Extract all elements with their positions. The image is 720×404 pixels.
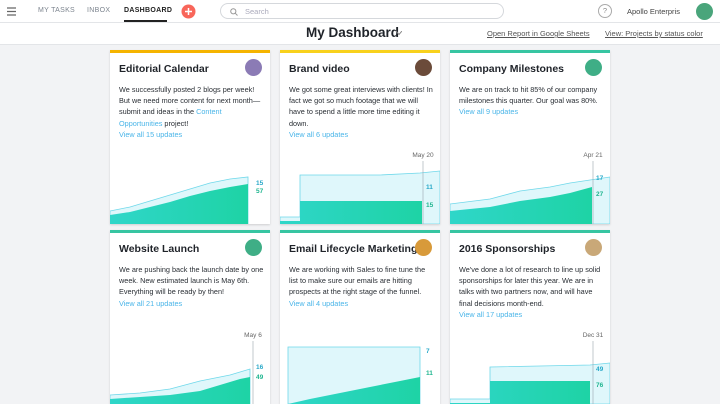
card-body: We are working with Sales to fine tune t…	[289, 264, 435, 309]
completed-area	[110, 184, 248, 224]
user-avatar[interactable]	[696, 3, 713, 20]
burnup-chart: 7 11	[287, 346, 433, 404]
count-label: 16	[256, 364, 264, 371]
nav-tab[interactable]: MY TASKS	[38, 7, 76, 14]
completed-area	[288, 377, 420, 404]
open-report-link[interactable]: Open Report in Google Sheets	[487, 29, 590, 38]
count-label: 49	[256, 374, 264, 381]
project-card[interactable]: Website Launch We are pushing back the la…	[110, 230, 270, 404]
card-title[interactable]: Company Milestones	[459, 63, 565, 75]
view-selector[interactable]: View: Projects by status color	[605, 29, 703, 38]
project-card[interactable]: Company Milestones We are on track to hit…	[450, 50, 610, 224]
card-body: We got some great interviews with client…	[289, 84, 435, 140]
status-text: project!	[162, 118, 189, 128]
menu-icon[interactable]	[7, 7, 16, 16]
project-card[interactable]: 2016 Sponsorships We've done a lot of res…	[450, 230, 610, 404]
count-label: 27	[596, 191, 604, 198]
date-label: Dec 31	[583, 332, 604, 339]
status-text: We are on track to hit 85% of our compan…	[459, 85, 598, 106]
card-body: We successfully posted 2 blogs per week!…	[119, 84, 265, 140]
burnup-chart: Apr 21 17 27	[450, 152, 610, 224]
add-button[interactable]	[181, 4, 196, 19]
search-placeholder: Search	[245, 7, 269, 16]
org-name[interactable]: Apollo Enterpris	[627, 7, 680, 16]
count-label: 11	[426, 370, 433, 377]
completed-area	[450, 187, 592, 224]
updates-link[interactable]: View all 21 updates	[119, 298, 183, 308]
status-text: We've done a lot of research to line up …	[459, 265, 601, 308]
nav-tab[interactable]: INBOX	[87, 7, 111, 14]
card-body: We are on track to hit 85% of our compan…	[459, 84, 605, 118]
date-label: May 6	[244, 332, 262, 339]
project-card[interactable]: Brand video We got some great interviews …	[280, 50, 440, 224]
count-label: 15	[256, 180, 264, 187]
count-label: 7	[426, 348, 430, 355]
count-label: 76	[596, 382, 604, 389]
owner-avatar	[245, 239, 262, 256]
count-label: 49	[596, 366, 604, 373]
status-text: We are pushing back the launch date by o…	[119, 265, 264, 297]
project-card[interactable]: Editorial Calendar We successfully posted…	[110, 50, 270, 224]
updates-link[interactable]: View all 17 updates	[459, 309, 523, 319]
card-title[interactable]: Editorial Calendar	[119, 63, 209, 75]
status-text: We successfully posted 2 blogs per week!…	[119, 85, 261, 117]
help-button[interactable]: ?	[598, 4, 612, 18]
top-bar: MY TASKS INBOX DASHBOARD Search ? Apollo…	[0, 0, 720, 23]
date-label: May 20	[412, 152, 434, 159]
status-text: We got some great interviews with client…	[289, 85, 433, 128]
completed-area	[110, 377, 250, 404]
owner-avatar	[245, 59, 262, 76]
card-body: We are pushing back the launch date by o…	[119, 264, 265, 309]
search-box[interactable]: Search	[220, 3, 504, 19]
owner-avatar	[585, 239, 602, 256]
updates-link[interactable]: View all 4 updates	[289, 298, 349, 308]
burnup-chart: Dec 31 49 76	[450, 332, 610, 404]
active-underline	[124, 20, 167, 22]
burnup-chart: May 6 16 49	[110, 332, 264, 404]
card-body: We've done a lot of research to line up …	[459, 264, 605, 320]
card-title[interactable]: Website Launch	[119, 243, 200, 255]
count-label: 15	[426, 202, 434, 209]
owner-avatar	[415, 59, 432, 76]
count-label: 11	[426, 184, 433, 191]
completed-area	[280, 201, 422, 224]
count-label: 57	[256, 188, 264, 195]
status-text: We are working with Sales to fine tune t…	[289, 265, 426, 297]
project-card[interactable]: Email Lifecycle Marketing We are working …	[280, 230, 440, 404]
updates-link[interactable]: View all 9 updates	[459, 107, 519, 117]
nav-tab[interactable]: DASHBOARD	[124, 7, 173, 14]
project-link[interactable]: Content Opportunities	[119, 107, 222, 128]
burnup-chart: May 20 11 15	[280, 152, 440, 224]
card-title[interactable]: 2016 Sponsorships	[459, 243, 556, 255]
title-caret[interactable]	[396, 31, 402, 36]
date-label: Apr 21	[583, 152, 603, 159]
card-title[interactable]: Brand video	[289, 63, 350, 75]
owner-avatar	[415, 239, 432, 256]
card-title[interactable]: Email Lifecycle Marketing	[289, 243, 418, 255]
count-label: 17	[596, 175, 604, 182]
search-icon	[230, 8, 238, 16]
page-header: My Dashboard Open Report in Google Sheet…	[0, 23, 720, 45]
completed-area	[450, 381, 590, 404]
dashboard-title: My Dashboard	[306, 25, 400, 40]
updates-link[interactable]: View all 15 updates	[119, 129, 183, 139]
updates-link[interactable]: View all 6 updates	[289, 129, 349, 139]
owner-avatar	[585, 59, 602, 76]
